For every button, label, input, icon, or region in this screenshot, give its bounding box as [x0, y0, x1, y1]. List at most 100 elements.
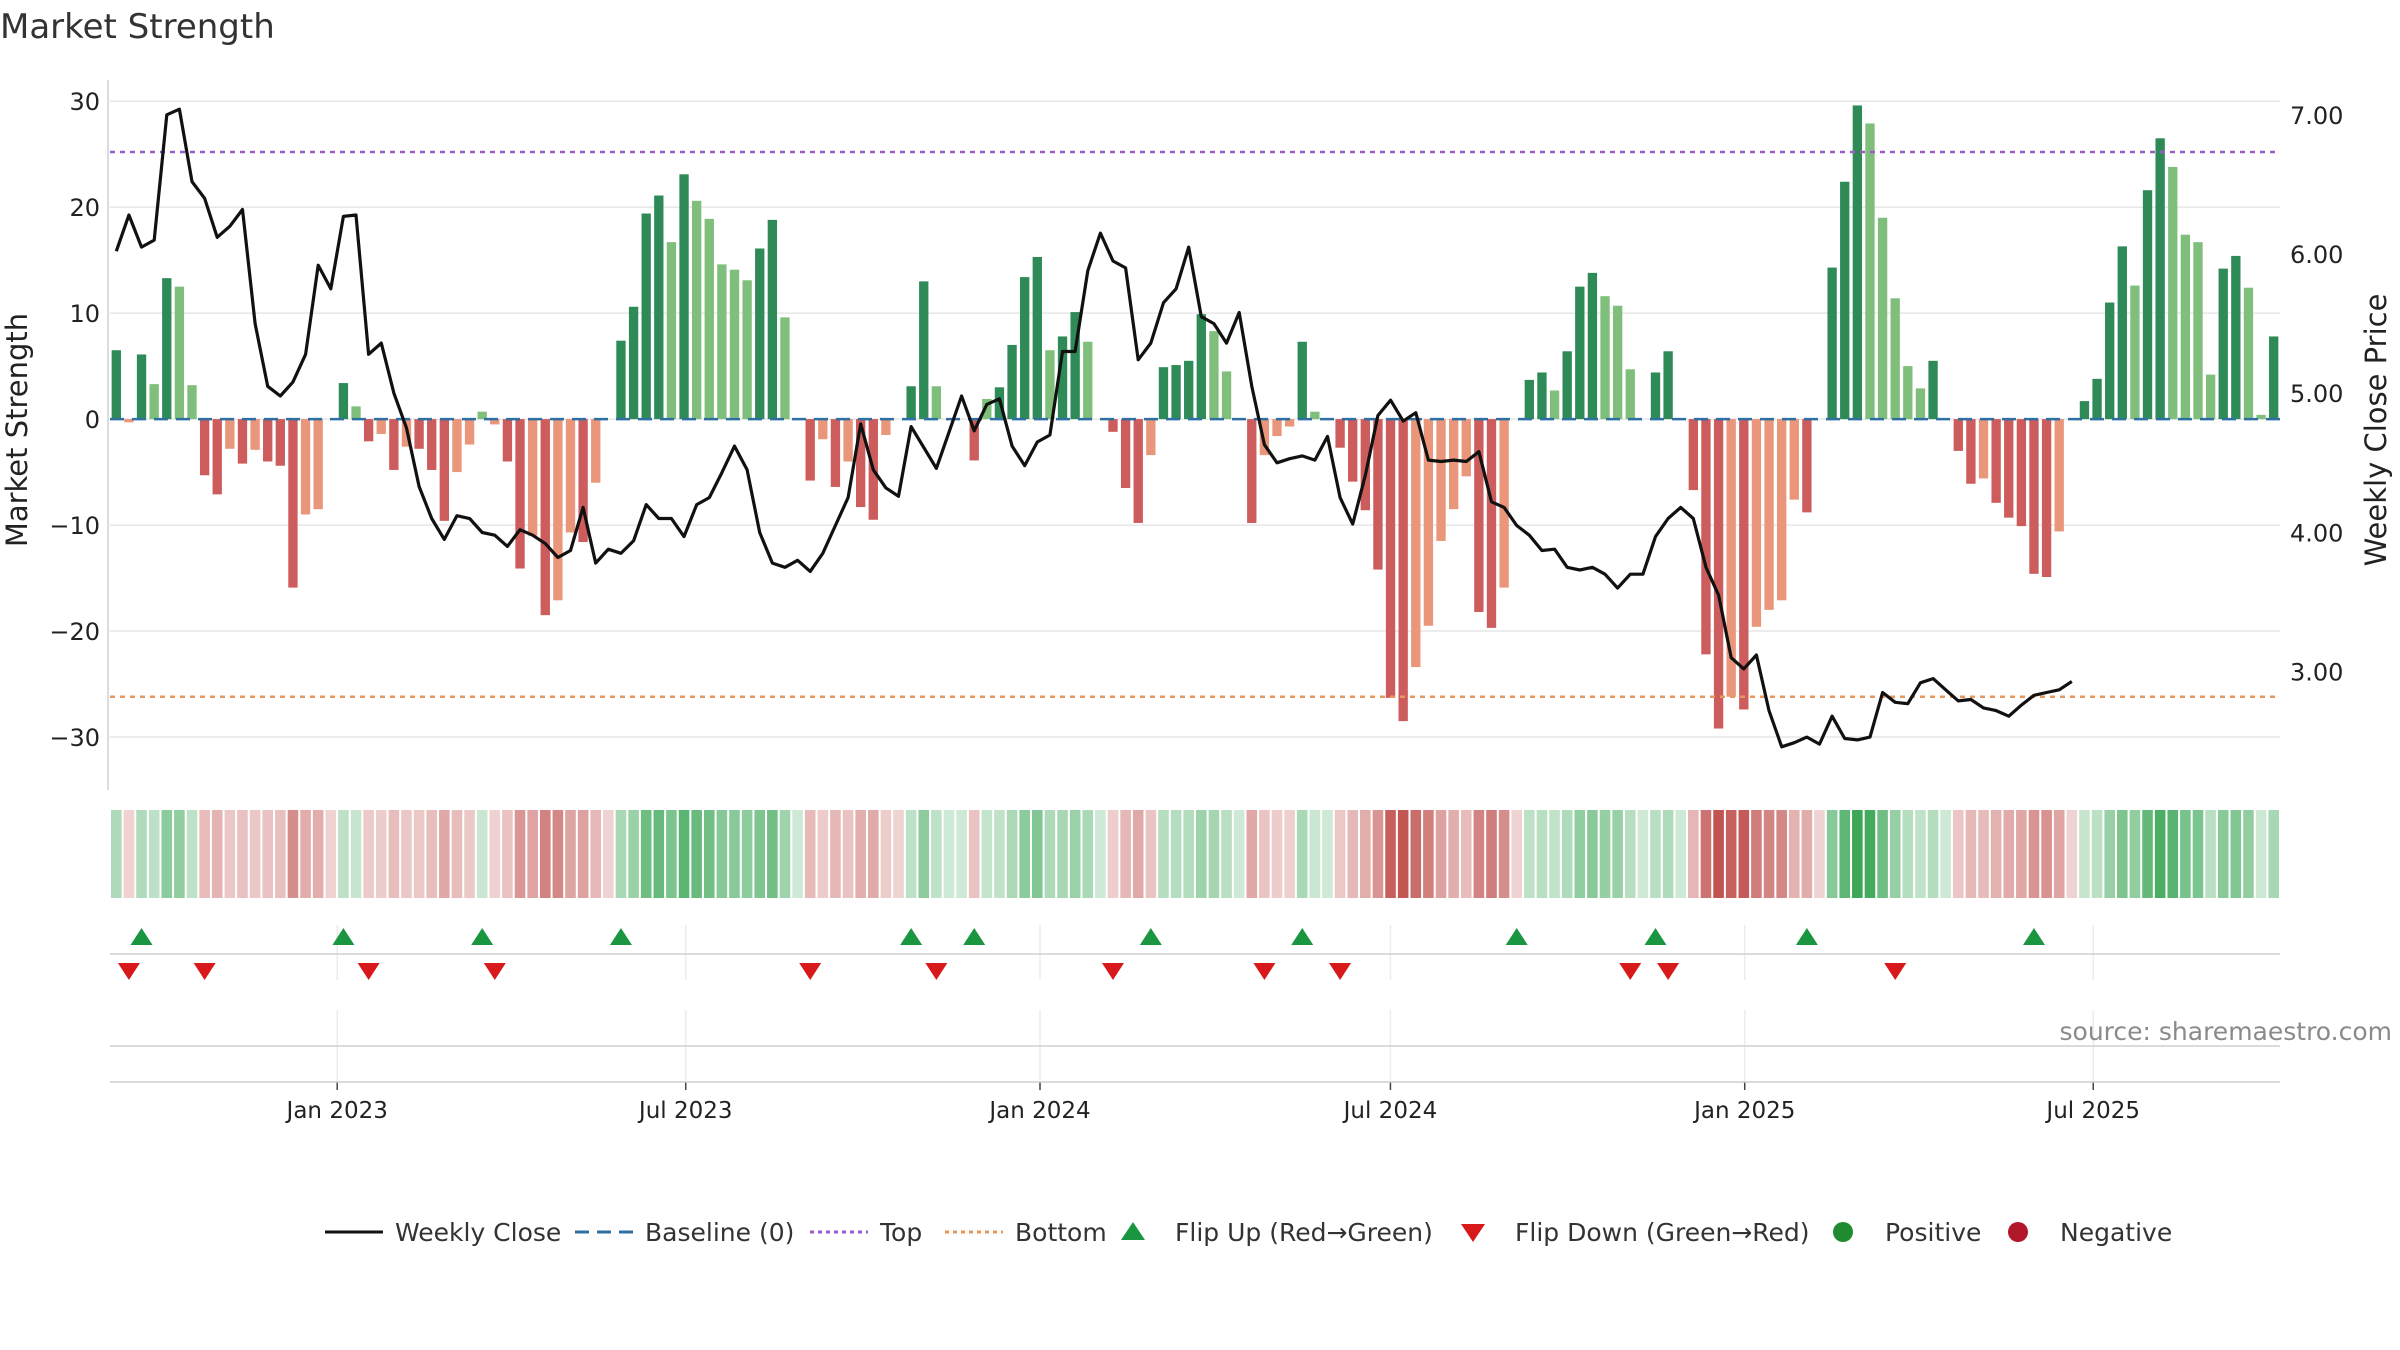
strength-bar	[2029, 419, 2039, 574]
strength-bar	[1158, 367, 1169, 420]
trend-cell	[1612, 810, 1623, 898]
trend-cell	[1940, 810, 1951, 898]
strength-bar	[729, 269, 740, 420]
trend-cell	[1713, 810, 1724, 898]
trend-cell	[1902, 810, 1914, 898]
trend-cell	[1624, 810, 1636, 898]
trend-cell	[1738, 810, 1750, 898]
strength-bars	[111, 105, 2279, 729]
trend-cell	[350, 810, 362, 898]
strength-bar	[1625, 369, 1635, 420]
strength-bar	[464, 419, 475, 445]
trend-cell	[2205, 810, 2216, 898]
trend-cell	[451, 810, 463, 898]
trend-cell	[1498, 810, 1510, 898]
trend-cell	[603, 810, 614, 898]
strength-bar	[477, 411, 487, 420]
strength-bar	[1751, 419, 1762, 627]
trend-cell	[136, 810, 147, 898]
strength-bar	[1688, 419, 1699, 491]
trend-cell	[590, 810, 602, 898]
trend-cell	[1889, 810, 1901, 898]
x-tick-label: Jul 2023	[637, 1098, 733, 1124]
strength-bar	[136, 354, 147, 420]
strength-bar	[225, 419, 235, 449]
trend-cell	[1725, 810, 1737, 898]
strength-bar	[2105, 302, 2115, 420]
flip-down-marker	[799, 963, 822, 980]
trend-cell	[2230, 810, 2242, 898]
trend-strip	[111, 810, 2279, 898]
strength-bar	[1739, 419, 1749, 710]
strength-bar	[818, 419, 828, 440]
trend-cell	[1208, 810, 1220, 898]
trend-cell	[981, 810, 993, 898]
strength-bar	[1562, 351, 1572, 420]
y-tick-left: 0	[85, 406, 100, 434]
legend-item: Top	[810, 1218, 922, 1247]
source-label: source: sharemaestro.com	[2060, 1017, 2393, 1046]
trend-cell	[1965, 810, 1977, 898]
trend-cell	[2041, 810, 2052, 898]
legend-swatch-up	[1121, 1222, 1145, 1240]
y-tick-left: 30	[69, 88, 100, 116]
strength-bar	[174, 286, 185, 420]
strength-bar	[666, 242, 677, 420]
flip-up-marker	[130, 928, 153, 945]
trend-cell	[1044, 810, 1056, 898]
trend-cell	[527, 810, 538, 898]
legend-item: Flip Down (Green→Red)	[1461, 1218, 1810, 1247]
trend-cell	[1132, 810, 1144, 898]
trend-cell	[867, 810, 879, 898]
legend: Weekly Close Baseline (0) Top Bottom Flip Up…	[325, 1218, 2172, 1247]
trend-cell	[1839, 810, 1851, 898]
strength-bar	[1537, 372, 1547, 420]
trend-cell	[2003, 810, 2015, 898]
trend-cell	[2217, 810, 2229, 898]
strength-bar	[1221, 371, 1232, 420]
trend-cell	[1574, 810, 1586, 898]
trend-cell	[1107, 810, 1119, 898]
strength-bar	[1915, 388, 1926, 420]
strength-bar	[1663, 351, 1673, 420]
flip-down-marker	[117, 963, 140, 980]
strength-bar	[717, 264, 727, 420]
strength-bar	[1486, 419, 1497, 628]
strength-bar	[275, 419, 285, 466]
trend-cell	[804, 810, 816, 898]
y-tick-right: 5.00	[2290, 380, 2343, 408]
strength-bar	[1297, 341, 1307, 420]
trend-cell	[2255, 810, 2267, 898]
trend-cell	[1397, 810, 1409, 898]
trend-cell	[111, 810, 122, 898]
trend-cell	[2129, 810, 2141, 898]
trend-cell	[502, 810, 513, 898]
strength-bar	[414, 419, 424, 449]
trend-cell	[1473, 810, 1485, 898]
strength-bar	[1600, 296, 1610, 420]
trend-cell	[1511, 810, 1523, 898]
trend-cell	[1031, 810, 1043, 898]
strength-bar	[1284, 419, 1295, 427]
strength-bar	[1184, 360, 1194, 420]
strength-bar	[1448, 419, 1459, 510]
flip-up-marker	[1505, 928, 1528, 945]
strength-bar	[363, 419, 374, 442]
y-tick-right: 6.00	[2290, 241, 2343, 269]
trend-cell	[237, 810, 248, 898]
strength-bar	[376, 419, 386, 434]
strength-bar	[1524, 379, 1534, 420]
trend-cell	[262, 810, 274, 898]
trend-cell	[539, 810, 551, 898]
trend-cell	[1826, 810, 1838, 898]
strength-bar	[654, 195, 664, 420]
strength-bar	[1650, 372, 1661, 420]
trend-cell	[1284, 810, 1295, 898]
trend-cell	[338, 810, 349, 898]
strength-bar	[1020, 277, 1030, 420]
trend-cell	[994, 810, 1005, 898]
strength-bar	[691, 200, 702, 420]
y-tick-left: −20	[49, 618, 100, 646]
trend-cell	[1536, 810, 1548, 898]
strength-bar	[1360, 419, 1370, 511]
